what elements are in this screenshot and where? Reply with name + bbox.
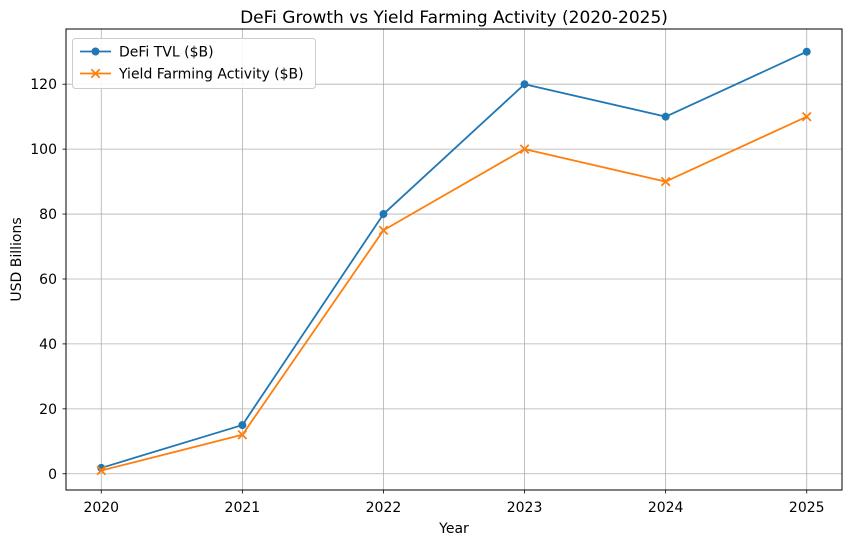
series-yield-farming-activity-b [96, 111, 812, 476]
x-tick-label: 2022 [366, 500, 402, 516]
plot-border [65, 28, 843, 491]
yield-farming-activity-b-marker [96, 465, 107, 476]
x-tick-label: 2021 [225, 500, 261, 516]
legend-box [72, 38, 316, 89]
defi-tvl-b-marker [379, 210, 388, 219]
x-tick-label: 2025 [789, 500, 825, 516]
legend-item-defi-tvl-b: DeFi TVL ($B) [80, 45, 214, 61]
y-tick-label: 60 [39, 272, 57, 288]
defi-tvl-b-marker [520, 80, 529, 89]
yield-farming-activity-b-marker [378, 225, 389, 236]
y-tick-label: 0 [48, 467, 57, 483]
y-tick-label: 20 [39, 402, 57, 418]
y-axis-label: USD Billions [9, 217, 25, 301]
series-defi-tvl-b [97, 47, 811, 472]
x-tick-label: 2024 [648, 500, 684, 516]
x-axis-label: Year [438, 521, 469, 537]
x-tick-label: 2020 [83, 500, 119, 516]
legend-label: DeFi TVL ($B) [119, 45, 214, 61]
legend: DeFi TVL ($B) Yield Farming Activity ($B) [72, 38, 316, 89]
yield-farming-activity-b-marker [519, 144, 530, 154]
grid-lines [66, 29, 842, 490]
series-layer [96, 47, 812, 476]
defi-tvl-b-marker [661, 112, 670, 121]
yield-farming-activity-b-marker [237, 429, 248, 440]
y-tick-label: 120 [30, 77, 57, 93]
legend-label: Yield Farming Activity ($B) [118, 67, 304, 83]
legend-circle-marker-icon [91, 47, 100, 56]
yield-farming-activity-b-marker [660, 176, 671, 187]
defi-tvl-b-marker [802, 47, 811, 56]
y-tick-label: 80 [39, 207, 57, 223]
x-tick-label: 2023 [507, 500, 543, 516]
defi-tvl-b-line [100, 50, 808, 469]
yield-farming-activity-b-line [100, 115, 808, 472]
legend-item-yield-farming-activity-b: Yield Farming Activity ($B) [80, 67, 304, 83]
axis-ticks [62, 83, 808, 494]
y-tick-label: 100 [30, 142, 57, 158]
defi-tvl-b-marker [238, 421, 247, 430]
y-tick-label: 40 [39, 337, 57, 353]
legend-x-marker-icon [90, 68, 101, 79]
chart-title: DeFi Growth vs Yield Farming Activity (2… [240, 8, 668, 28]
tick-labels: 2020 2021 2022 2023 2024 2025 0 20 40 60 80 100 120 [30, 77, 824, 516]
yield-farming-activity-b-marker [801, 111, 812, 122]
